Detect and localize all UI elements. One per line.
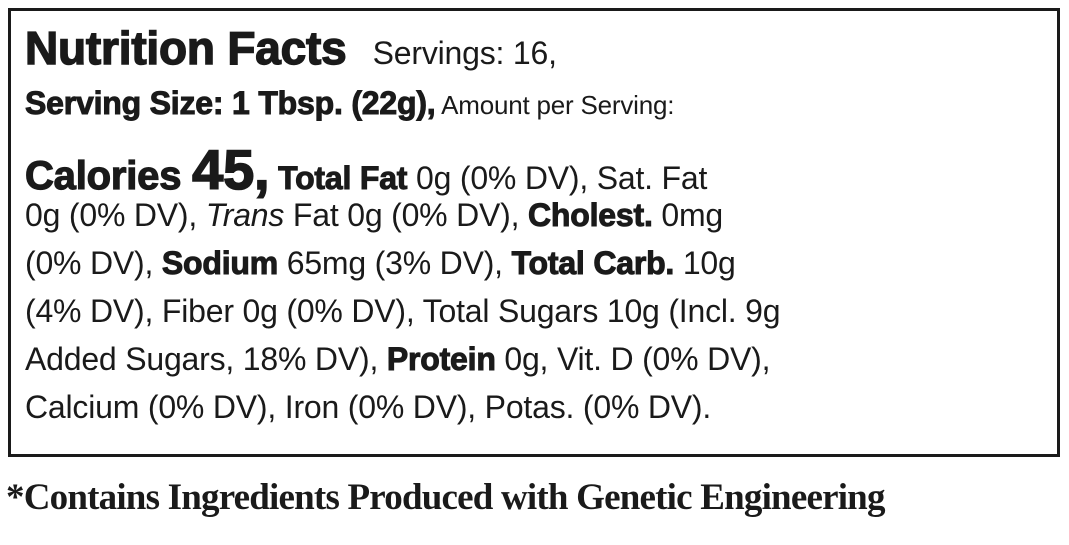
label-text: Trans <box>205 197 285 233</box>
label-text: Servings: 16, <box>346 35 557 71</box>
label-text: 0g (0% DV), <box>25 197 206 233</box>
label-text: Total Carb. <box>511 245 675 282</box>
label-text: Protein <box>386 341 496 378</box>
label-text: (4% DV), Fiber 0g (0% DV), Total Sugars … <box>25 293 781 329</box>
label-line: Added Sugars, 18% DV), Protein 0g, Vit. … <box>25 341 770 378</box>
label-text: 0g (0% DV), Sat. Fat <box>407 160 708 196</box>
label-text: 10g <box>674 245 736 281</box>
label-line: Serving Size: 1 Tbsp. (22g), Amount per … <box>25 85 675 122</box>
label-text: 65mg (3% DV), <box>278 245 512 281</box>
label-line: Calories 45, Total Fat 0g (0% DV), Sat. … <box>24 137 708 202</box>
label-text: Sodium <box>161 245 279 282</box>
label-text: Calories <box>24 153 193 198</box>
label-text: Total Fat <box>269 160 408 197</box>
ge-disclosure: *Contains Ingredients Produced with Gene… <box>6 477 885 518</box>
label-text: 0mg <box>652 197 723 233</box>
label-text: Fat 0g (0% DV), <box>284 197 529 233</box>
label-text: (0% DV), <box>25 245 162 281</box>
label-line: (4% DV), Fiber 0g (0% DV), Total Sugars … <box>25 293 781 330</box>
label-line: (0% DV), Sodium 65mg (3% DV), Total Carb… <box>25 245 736 282</box>
label-text: Added Sugars, 18% DV), <box>25 341 387 377</box>
label-line: 0g (0% DV), Trans Fat 0g (0% DV), Choles… <box>25 197 723 234</box>
nutrition-facts-panel: Nutrition Facts Servings: 16, Serving Siz… <box>8 8 1060 457</box>
label-text: 0g, Vit. D (0% DV), <box>495 341 771 377</box>
label-line: Nutrition Facts Servings: 16, <box>24 21 557 75</box>
label-text: Cholest. <box>528 197 654 234</box>
label-text: 45, <box>191 137 270 202</box>
label-text: Amount per Serving: <box>435 90 675 120</box>
label-line: Calcium (0% DV), Iron (0% DV), Potas. (0… <box>25 389 711 426</box>
label-text: Serving Size: 1 Tbsp. (22g), <box>25 85 437 122</box>
label-text: Nutrition Facts <box>24 21 347 74</box>
label-text: Calcium (0% DV), Iron (0% DV), Potas. (0… <box>25 389 712 425</box>
